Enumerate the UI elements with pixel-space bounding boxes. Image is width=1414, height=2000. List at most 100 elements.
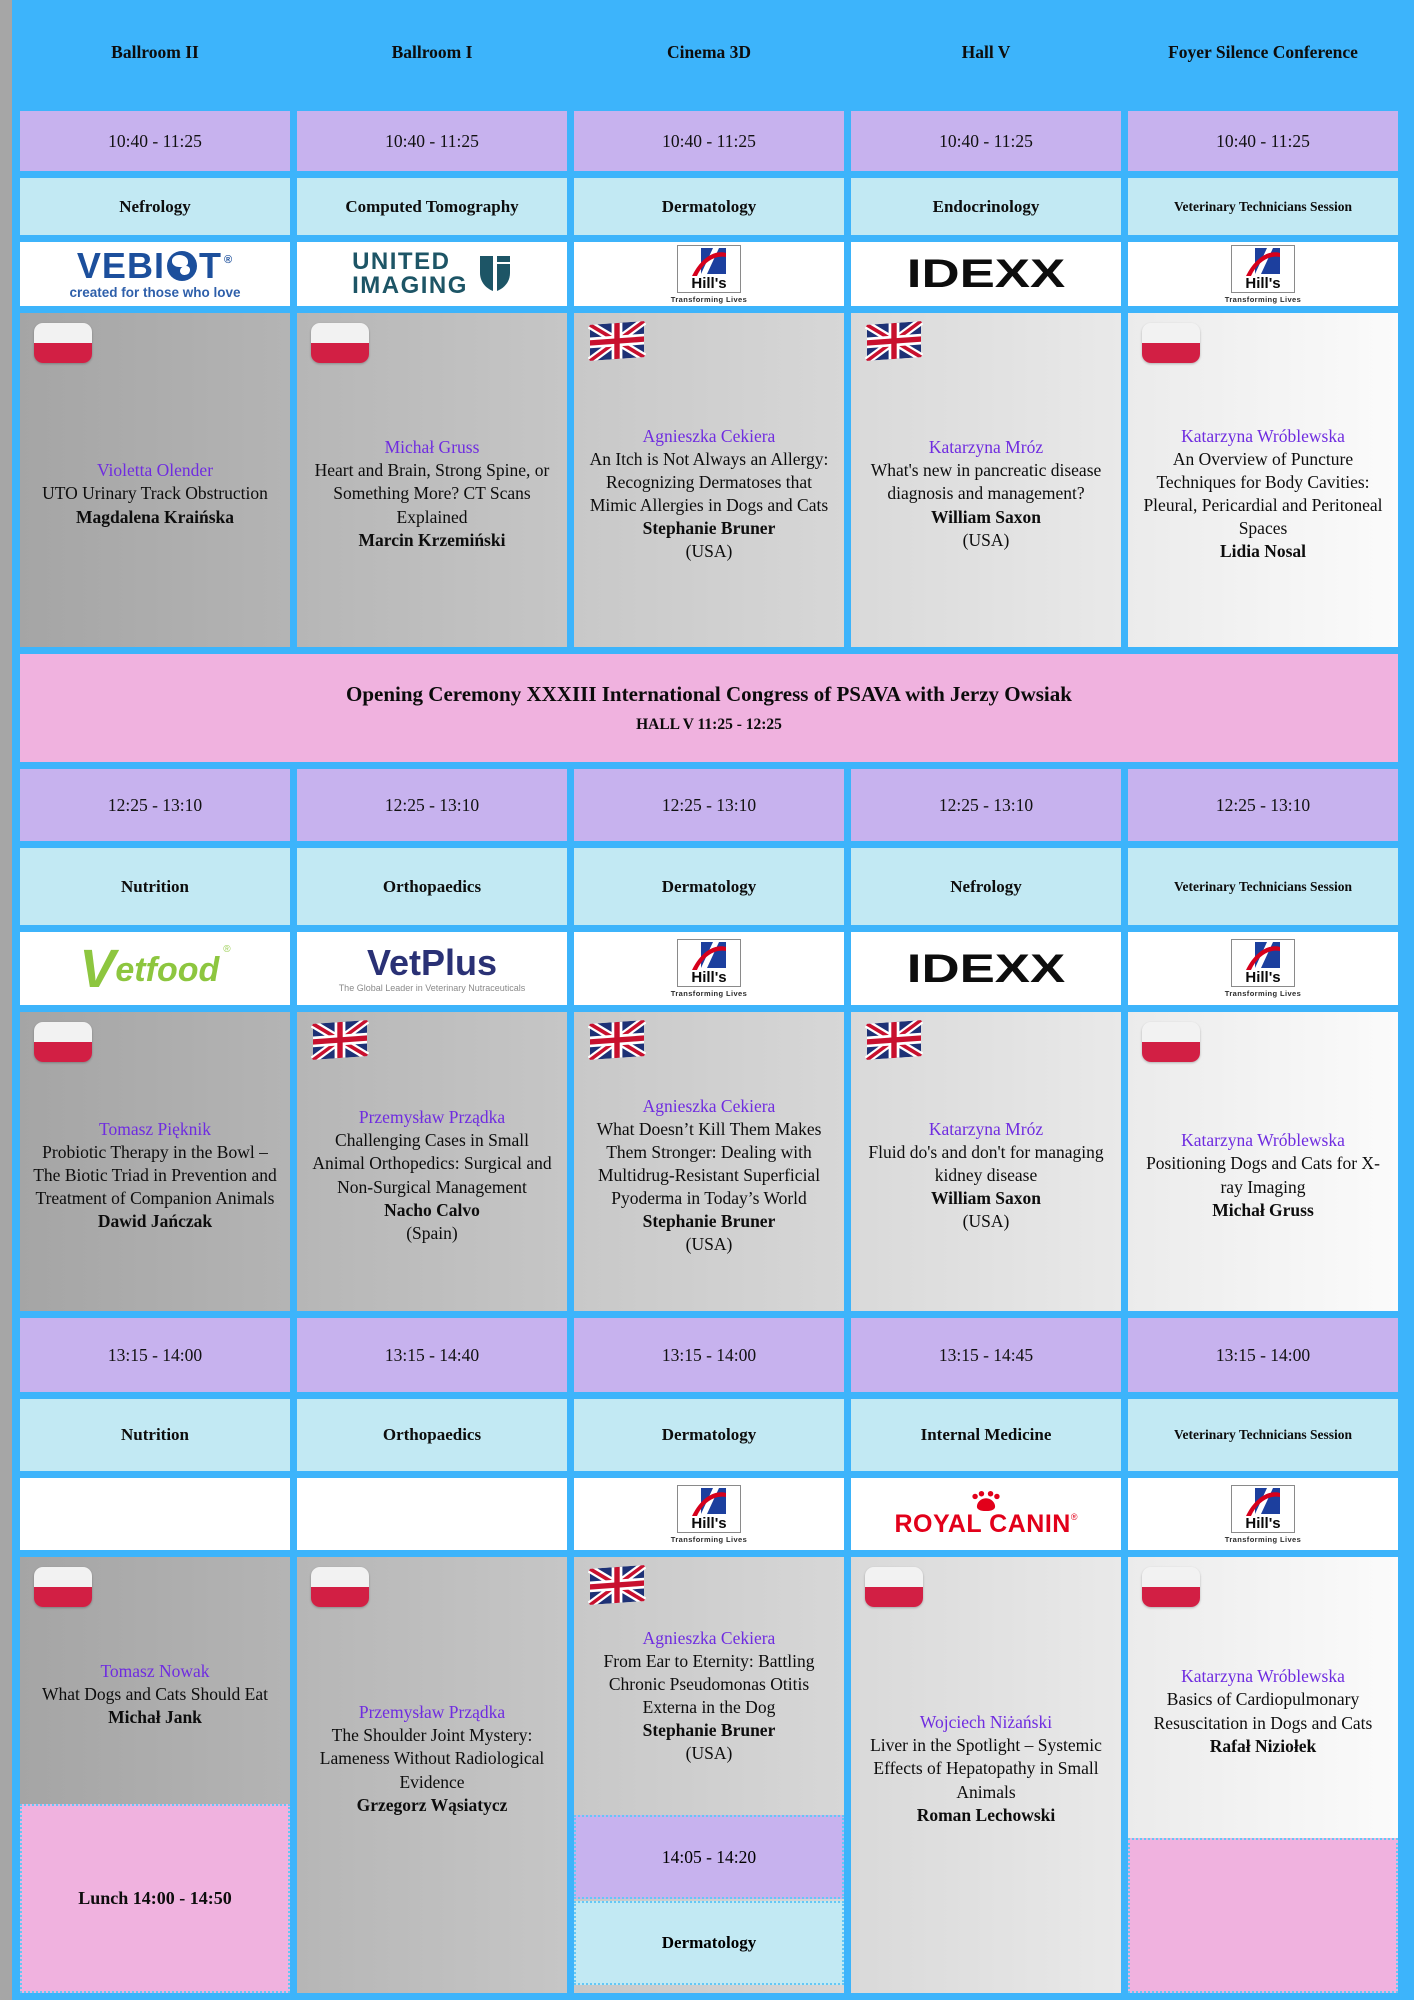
session-speaker: Marcin Krzemiński: [358, 529, 506, 550]
vebiot-globe-icon: [166, 251, 197, 281]
topic-label: Computed Tomography: [297, 178, 567, 235]
topic-label: Dermatology: [574, 1399, 844, 1471]
session-title: An Itch is Not Always an Allergy: Recogn…: [589, 448, 829, 515]
topic-label: Veterinary Technicians Session: [1128, 178, 1398, 235]
topic-label: Endocrinology: [851, 178, 1121, 235]
room-header-ballroom-2: Ballroom II: [111, 41, 199, 62]
poland-flag-icon: [1142, 1567, 1200, 1607]
session-chair: Agnieszka Cekiera: [642, 425, 776, 446]
time-slot: 10:40 - 11:25: [20, 111, 290, 171]
poland-flag-icon: [34, 323, 92, 363]
session-speaker: Dawid Jańczak: [97, 1211, 213, 1232]
session-title: Liver in the Spotlight – Systemic Effect…: [870, 1735, 1102, 1802]
session-chair: Katarzyna Mróz: [928, 1118, 1044, 1139]
session-title: What's new in pancreatic disease diagnos…: [870, 460, 1102, 504]
session-speaker: Michał Gruss: [1212, 1199, 1314, 1220]
uk-flag-icon: [588, 1564, 646, 1606]
time-slot: 13:15 - 14:40: [297, 1318, 567, 1392]
time-slot: 12:25 - 13:10: [574, 769, 844, 841]
topic-label: Dermatology: [574, 178, 844, 235]
time-row-3: 13:15 - 14:00 13:15 - 14:40 13:15 - 14:0…: [20, 1318, 1398, 1392]
time-slot: 12:25 - 13:10: [20, 769, 290, 841]
session-title: The Shoulder Joint Mystery: Lameness Wit…: [319, 1725, 545, 1792]
poland-flag-icon: [1142, 1022, 1200, 1062]
session-speaker: William Saxon: [930, 1188, 1042, 1209]
session-cell: Tomasz Pięknik Probiotic Therapy in the …: [20, 1012, 290, 1311]
time-slot: 13:15 - 14:00: [574, 1318, 844, 1392]
room-header-ballroom-1: Ballroom I: [391, 41, 473, 62]
empty-logo-cell: [297, 1478, 567, 1550]
opening-ceremony-banner: Opening Ceremony XXXIII International Co…: [20, 654, 1398, 762]
hills-tagline: Transforming Lives: [670, 989, 748, 998]
session-speaker: Rafał Niziołek: [1209, 1735, 1317, 1756]
room-header-hall-v: Hall V: [961, 41, 1011, 62]
united-imaging-logo: UNITED IMAGING: [297, 242, 567, 306]
topic-label: Veterinary Technicians Session: [1128, 1399, 1398, 1471]
sub-time-slot: 14:05 - 14:20: [574, 1815, 844, 1899]
session-speaker: Grzegorz Wąsiatycz: [356, 1794, 508, 1815]
time-slot: 10:40 - 11:25: [851, 111, 1121, 171]
vebiot-logo: VEBI T ® created for those who love: [20, 242, 290, 306]
session-cell: Agnieszka Cekiera An Itch is Not Always …: [574, 313, 844, 647]
sub-topic-label: Dermatology: [574, 1901, 844, 1985]
time-slot: 12:25 - 13:10: [297, 769, 567, 841]
topic-label: Veterinary Technicians Session: [1128, 848, 1398, 925]
session-speaker: Roman Lechowski: [916, 1804, 1056, 1825]
session-title: What Dogs and Cats Should Eat: [41, 1683, 268, 1704]
poland-flag-icon: [34, 1567, 92, 1607]
session-chair: Przemysław Prządka: [358, 1702, 506, 1723]
topic-label: Internal Medicine: [851, 1399, 1121, 1471]
session-cell: Katarzyna Wróblewska Positioning Dogs an…: [1128, 1012, 1398, 1311]
uk-flag-icon: [865, 1019, 923, 1061]
topic-label: Orthopaedics: [297, 1399, 567, 1471]
hills-mark-icon: [1245, 942, 1280, 970]
uk-flag-icon: [588, 1019, 646, 1061]
empty-logo-cell: [20, 1478, 290, 1550]
time-row-1: 10:40 - 11:25 10:40 - 11:25 10:40 - 11:2…: [20, 111, 1398, 171]
session-title: Positioning Dogs and Cats for X-ray Imag…: [1146, 1153, 1380, 1197]
hills-tagline: Transforming Lives: [1224, 989, 1302, 998]
session-speaker: Nacho Calvo: [384, 1199, 480, 1220]
royal-canin-paw-icon: [972, 1491, 1000, 1511]
hills-tagline: Transforming Lives: [1224, 1534, 1302, 1544]
session-chair: Wojciech Niżański: [919, 1712, 1053, 1733]
time-slot: 12:25 - 13:10: [851, 769, 1121, 841]
left-margin-strip: [0, 0, 12, 2000]
session-title: Probiotic Therapy in the Bowl – The Biot…: [33, 1141, 277, 1209]
time-slot: 10:40 - 11:25: [1128, 111, 1398, 171]
topic-label: Nefrology: [20, 178, 290, 235]
empty-pink-cell: [1128, 1838, 1398, 1993]
session-chair: Katarzyna Wróblewska: [1181, 1130, 1345, 1151]
hills-logo: Hill's Transforming Lives: [574, 1478, 844, 1550]
time-slot: 12:25 - 13:10: [1128, 769, 1398, 841]
hills-mark-icon: [691, 942, 726, 970]
topic-label: Nutrition: [20, 1399, 290, 1471]
session-title: From Ear to Eternity: Battling Chronic P…: [603, 1650, 815, 1717]
session-cell: Przemysław Prządka Challenging Cases in …: [297, 1012, 567, 1311]
poland-flag-icon: [865, 1567, 923, 1607]
vetfood-logo: Vetfood ®: [20, 932, 290, 1005]
session-title: Fluid do's and don't for managing kidney…: [868, 1141, 1104, 1185]
topic-label: Orthopaedics: [297, 848, 567, 925]
session-chair: Violetta Olender: [96, 460, 214, 481]
vetplus-logo: VetPlus The Global Leader in Veterinary …: [297, 932, 567, 1005]
logo-row-3: Hill's Transforming Lives ROYAL CANIN®: [20, 1478, 1398, 1550]
session-cell: Katarzyna Mróz Fluid do's and don't for …: [851, 1012, 1121, 1311]
hills-tagline: Transforming Lives: [670, 1534, 748, 1544]
hills-logo: Hill's Transforming Lives: [574, 932, 844, 1005]
session-title: Heart and Brain, Strong Spine, or Someth…: [314, 460, 550, 527]
session-chair: Agnieszka Cekiera: [642, 1627, 776, 1648]
ceremony-title: Opening Ceremony XXXIII International Co…: [346, 682, 1072, 706]
session-cell: Violetta Olender UTO Urinary Track Obstr…: [20, 313, 290, 647]
session-country: (USA): [962, 529, 1010, 550]
hills-mark-icon: [691, 247, 726, 276]
session-country: (Spain): [406, 1222, 458, 1243]
hills-logo: Hill's Transforming Lives: [1128, 242, 1398, 306]
session-cell: Wojciech Niżański Liver in the Spotlight…: [851, 1557, 1121, 1993]
session-content: Wojciech Niżański Liver in the Spotlight…: [851, 1557, 1121, 1993]
session-country: (USA): [685, 541, 733, 562]
session-country: (USA): [685, 1234, 733, 1255]
session-cell: Katarzyna Wróblewska An Overview of Punc…: [1128, 313, 1398, 647]
session-chair: Katarzyna Wróblewska: [1181, 425, 1345, 446]
hills-logo: Hill's Transforming Lives: [1128, 932, 1398, 1005]
